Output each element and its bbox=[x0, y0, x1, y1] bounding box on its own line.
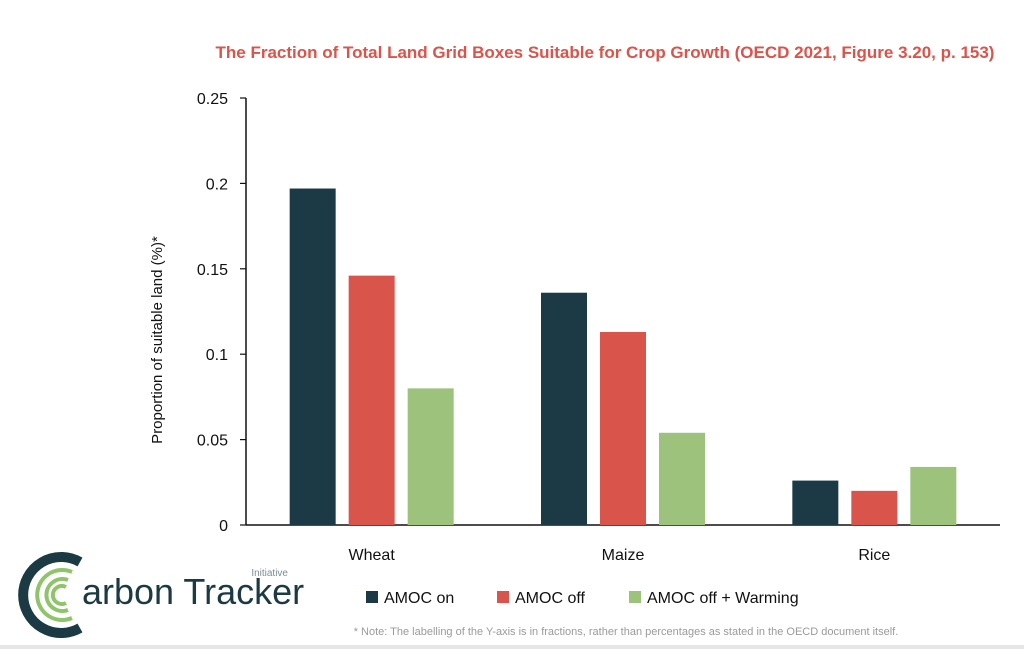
legend-swatch bbox=[497, 591, 509, 603]
bar-wheat-amoc-off bbox=[348, 275, 395, 525]
bar-wheat-amoc-off-warming bbox=[407, 388, 454, 525]
legend: AMOC on AMOC off AMOC off + Warming bbox=[366, 590, 799, 607]
bars-group bbox=[289, 188, 957, 526]
x-category-label: Maize bbox=[602, 547, 645, 564]
bar-maize-amoc-on bbox=[541, 292, 587, 525]
bottom-divider bbox=[0, 645, 1024, 649]
legend-swatch bbox=[629, 591, 641, 603]
legend-label: AMOC off + Warming bbox=[647, 590, 799, 607]
bar-maize-amoc-off-warming bbox=[659, 432, 705, 525]
y-axis-label: Proportion of suitable land (%)* bbox=[149, 236, 166, 444]
chart-title: The Fraction of Total Land Grid Boxes Su… bbox=[216, 43, 995, 62]
logo-text: arbon Tracker bbox=[82, 571, 304, 612]
category-labels: Wheat Maize Rice bbox=[349, 547, 891, 564]
footnote: * Note: The labelling of the Y-axis is i… bbox=[354, 626, 899, 638]
x-category-label: Rice bbox=[858, 547, 890, 564]
legend-label: AMOC on bbox=[384, 590, 454, 607]
carbon-tracker-c-logo-icon bbox=[18, 552, 83, 638]
bar-wheat-amoc-on bbox=[289, 188, 336, 526]
legend-label: AMOC off bbox=[515, 590, 586, 607]
legend-swatch bbox=[366, 591, 378, 603]
y-tick-label: 0.25 bbox=[197, 91, 228, 108]
x-category-label: Wheat bbox=[349, 547, 396, 564]
bar-maize-amoc-off bbox=[600, 331, 646, 525]
logo-subtext: Initiative bbox=[251, 568, 288, 579]
y-tick-label: 0.05 bbox=[197, 433, 228, 450]
bar-rice-amoc-off bbox=[851, 490, 898, 525]
y-tick-label: 0.1 bbox=[206, 347, 228, 364]
y-tick-label: 0.2 bbox=[206, 176, 228, 193]
bar-rice-amoc-on bbox=[792, 480, 839, 525]
bar-rice-amoc-off-warming bbox=[910, 466, 957, 525]
y-tick-label: 0 bbox=[219, 518, 228, 535]
y-axis-ticks: 0 0.05 0.1 0.15 0.2 0.25 bbox=[197, 91, 246, 535]
carbon-tracker-logo: arbon Tracker Initiative bbox=[18, 552, 304, 638]
y-tick-label: 0.15 bbox=[197, 262, 228, 279]
